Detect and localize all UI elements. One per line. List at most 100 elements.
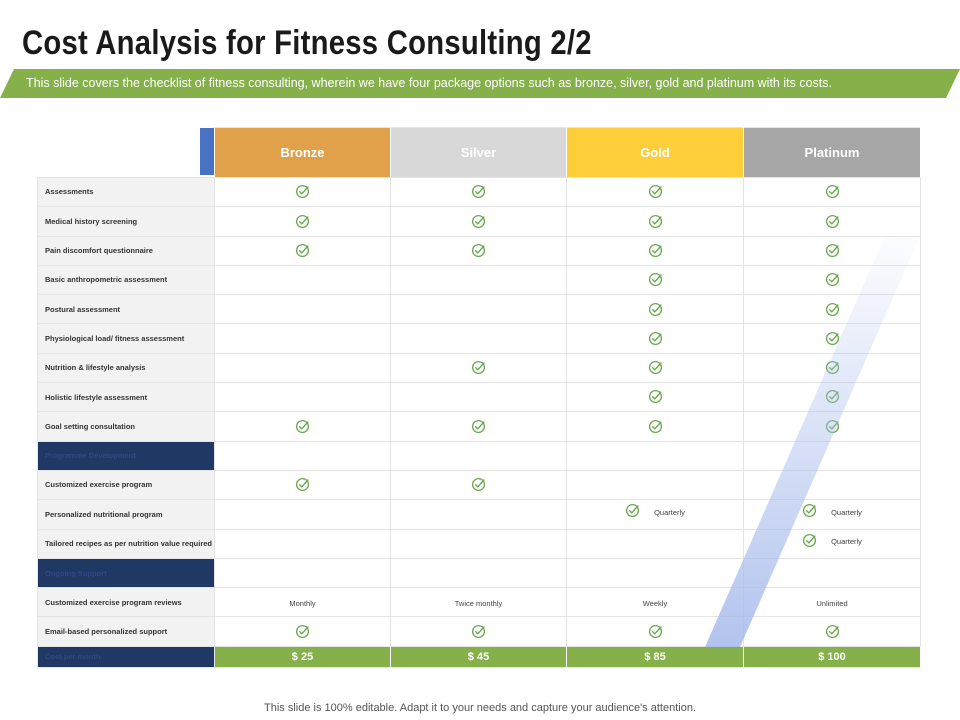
table-row: Postural assessment <box>37 294 921 325</box>
frequency-note: Quarterly <box>831 507 862 517</box>
table-row: Basic anthropometric assessment <box>37 264 921 296</box>
value-cell-bronze <box>214 264 391 296</box>
feature-label: Customized exercise program <box>37 469 215 501</box>
section-label: Programme Development <box>37 440 215 471</box>
subtitle-banner: This slide covers the checklist of fitne… <box>0 69 960 98</box>
check-circle-icon <box>803 533 817 547</box>
check-circle-icon <box>471 624 486 638</box>
frequency-value: Twice monthly <box>454 599 503 609</box>
feature-label: Assessments <box>37 176 215 208</box>
value-cell-platinum <box>743 264 921 296</box>
check-circle-icon <box>648 361 662 375</box>
feature-label: Physiological load/ fitness assessment <box>37 323 215 354</box>
value-cell-platinum <box>743 206 921 237</box>
value-cell-platinum <box>743 323 921 354</box>
check-circle-icon <box>825 185 839 199</box>
value-cell-bronze <box>214 323 391 354</box>
value-cell-gold <box>566 469 744 501</box>
check-circle-icon <box>825 331 839 345</box>
value-cell-platinum: Quarterly <box>743 528 921 559</box>
feature-label: Customized exercise program reviews <box>37 587 215 618</box>
value-cell-gold <box>566 235 744 266</box>
feature-label: Basic anthropometric assessment <box>37 264 215 296</box>
value-cell-silver <box>390 382 567 413</box>
value-cell-gold <box>566 411 744 442</box>
value-cell-platinum <box>743 294 921 325</box>
check-circle-icon <box>825 361 839 375</box>
value-cell-bronze <box>214 616 391 647</box>
value-cell-gold <box>566 382 744 413</box>
feature-label: Email-based personalized support <box>37 616 215 647</box>
value-cell-bronze <box>214 294 391 325</box>
check-circle-icon <box>471 361 486 375</box>
check-circle-icon <box>648 273 662 287</box>
check-circle-icon <box>295 214 310 228</box>
table-row: Medical history screening <box>37 206 921 237</box>
check-circle-icon <box>295 478 310 492</box>
check-circle-icon <box>825 624 839 638</box>
check-circle-icon <box>825 390 839 404</box>
check-circle-icon <box>648 243 662 258</box>
feature-label: Medical history screening <box>37 206 215 237</box>
frequency-note: Quarterly <box>654 507 685 517</box>
table-row: Assessments <box>37 176 921 208</box>
check-circle-icon <box>295 243 310 258</box>
value-cell-silver <box>390 411 567 442</box>
check-circle-icon <box>648 331 662 345</box>
value-cell-platinum <box>743 557 921 589</box>
value-cell-silver <box>390 557 567 589</box>
check-with-note: Quarterly <box>802 533 862 548</box>
check-circle-icon <box>803 504 817 518</box>
value-cell-platinum <box>743 469 921 501</box>
check-circle-icon <box>471 478 486 492</box>
table-row: Goal setting consultation <box>37 411 921 442</box>
header-corner <box>37 127 215 178</box>
frequency-value: Unlimited <box>816 599 848 609</box>
value-cell-platinum <box>743 352 921 384</box>
value-cell-bronze <box>214 469 391 501</box>
table-row: Nutrition & lifestyle analysis <box>37 352 921 384</box>
value-cell-silver <box>390 294 567 325</box>
value-cell-platinum <box>743 235 921 266</box>
value-cell-bronze <box>214 235 391 266</box>
value-cell-platinum: Quarterly <box>743 499 921 530</box>
value-cell-gold <box>566 176 744 208</box>
value-cell-silver <box>390 469 567 501</box>
check-circle-icon <box>648 302 662 316</box>
check-circle-icon <box>825 419 839 433</box>
value-cell-gold <box>566 323 744 354</box>
cost-platinum: $ 100 <box>743 645 921 668</box>
value-cell-bronze <box>214 176 391 208</box>
feature-label: Goal setting consultation <box>37 411 215 442</box>
table-row: Holistic lifestyle assessment <box>37 382 921 413</box>
cost-silver: $ 45 <box>390 645 567 668</box>
value-cell-silver <box>390 176 567 208</box>
value-cell-silver <box>390 440 567 471</box>
check-circle-icon <box>648 390 662 404</box>
subtitle-text: This slide covers the checklist of fitne… <box>26 76 832 90</box>
check-circle-icon <box>648 624 662 638</box>
check-circle-icon <box>825 273 839 287</box>
check-with-note: Quarterly <box>625 504 685 518</box>
value-cell-gold: Quarterly <box>566 499 744 530</box>
feature-label: Personalized nutritional program <box>37 499 215 530</box>
table-row: Email-based personalized support <box>37 616 921 647</box>
value-cell-bronze <box>214 499 391 530</box>
table-row: Tailored recipes as per nutrition value … <box>37 528 921 559</box>
package-header-silver: Silver <box>390 127 567 178</box>
cost-bronze: $ 25 <box>214 645 391 668</box>
value-cell-platinum <box>743 382 921 413</box>
check-circle-icon <box>648 214 662 228</box>
cost-label: Cost per month <box>37 645 215 668</box>
slide-title: Cost Analysis for Fitness Consulting 2/2 <box>22 24 592 62</box>
value-cell-platinum <box>743 411 921 442</box>
check-circle-icon <box>295 419 310 433</box>
value-cell-gold <box>566 440 744 471</box>
feature-label: Holistic lifestyle assessment <box>37 382 215 413</box>
check-circle-icon <box>825 214 839 228</box>
value-cell-silver <box>390 323 567 354</box>
cost-gold: $ 85 <box>566 645 744 668</box>
frequency-value: Weekly <box>642 599 668 609</box>
check-circle-icon <box>471 185 486 199</box>
value-cell-platinum <box>743 176 921 208</box>
